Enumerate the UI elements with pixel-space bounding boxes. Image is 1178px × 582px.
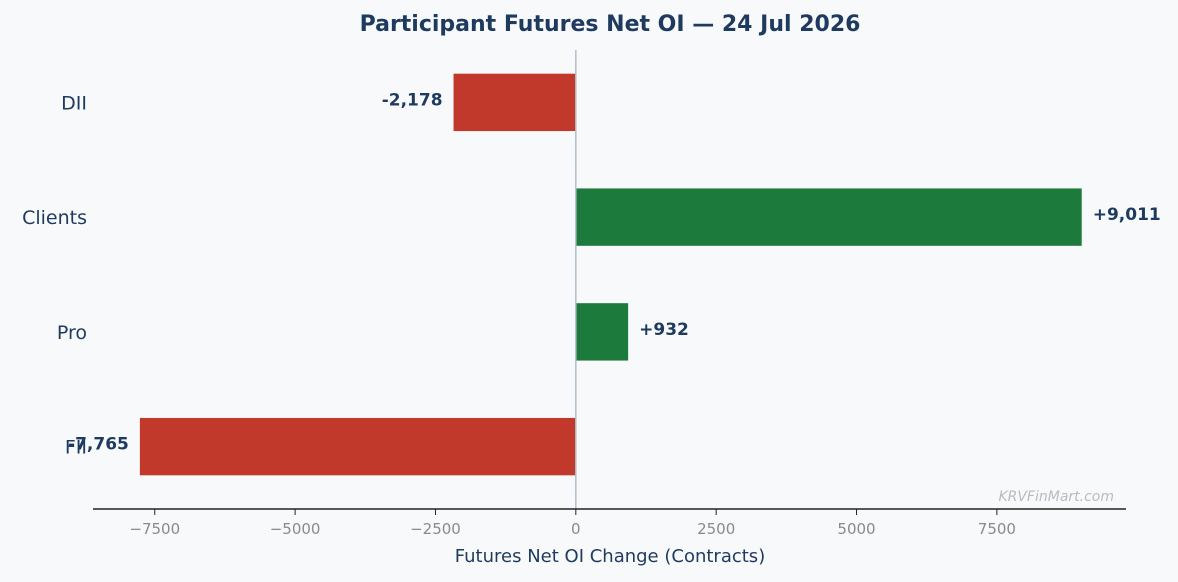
x-ticks-group: −7500 −5000 −2500 0 2500 5000 7500	[129, 509, 1016, 538]
value-label-clients: +9,011	[1093, 205, 1161, 225]
category-labels-group: DII Clients Pro FII	[22, 92, 87, 458]
x-tick-label: 0	[571, 520, 581, 538]
category-label-fii: FII	[65, 437, 87, 459]
x-tick-label: 2500	[697, 520, 735, 538]
bar-pro	[575, 303, 629, 361]
chart-title: Participant Futures Net OI — 24 Jul 2026	[360, 12, 861, 37]
category-label-dii: DII	[61, 92, 87, 114]
bar-clients	[575, 188, 1082, 246]
x-tick-label: −2500	[410, 520, 461, 538]
bar-fii	[139, 417, 576, 476]
category-label-clients: Clients	[22, 207, 87, 229]
value-label-dii: -2,178	[382, 90, 443, 110]
x-tick-label: 7500	[978, 520, 1016, 538]
x-tick-label: 5000	[837, 520, 875, 538]
x-tick-label: −5000	[270, 520, 321, 538]
bar-dii	[453, 73, 576, 132]
x-tick-label: −7500	[129, 520, 180, 538]
value-label-fii: -7,765	[68, 435, 129, 455]
value-labels-group: -2,178 +9,011 +932 -7,765	[68, 90, 1161, 454]
value-label-pro: +932	[639, 320, 689, 340]
x-axis-label: Futures Net OI Change (Contracts)	[455, 546, 765, 567]
bars-group	[139, 50, 1082, 509]
category-label-pro: Pro	[57, 322, 87, 344]
watermark: KRVFinMart.com	[998, 489, 1114, 505]
